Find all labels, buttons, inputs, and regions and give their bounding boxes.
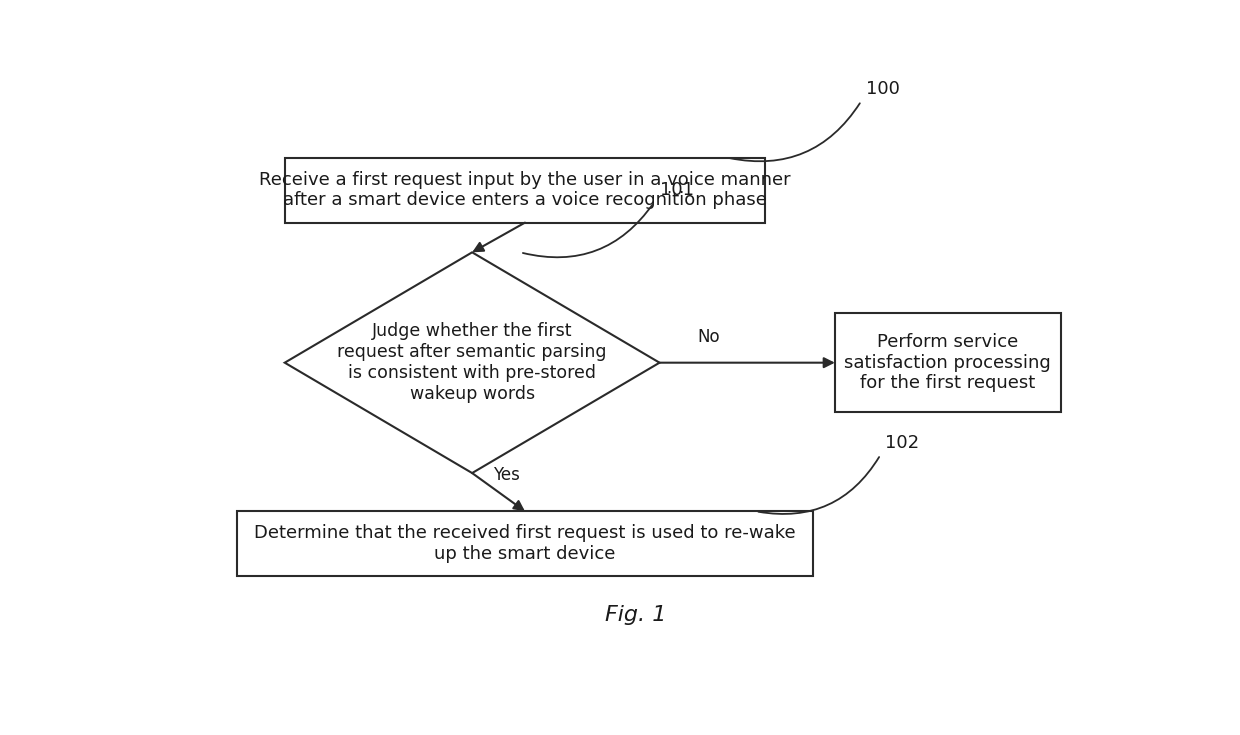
FancyArrowPatch shape [759, 457, 879, 514]
Text: 101: 101 [660, 181, 693, 198]
FancyBboxPatch shape [285, 157, 765, 223]
FancyBboxPatch shape [835, 313, 1060, 412]
Text: No: No [697, 328, 720, 345]
FancyArrowPatch shape [523, 204, 653, 257]
Text: Fig. 1: Fig. 1 [605, 604, 666, 625]
FancyArrowPatch shape [729, 104, 859, 161]
Text: Judge whether the first
request after semantic parsing
is consistent with pre-st: Judge whether the first request after se… [337, 323, 606, 403]
Text: Receive a first request input by the user in a voice manner
after a smart device: Receive a first request input by the use… [259, 171, 791, 209]
Polygon shape [285, 252, 660, 473]
FancyBboxPatch shape [237, 512, 813, 576]
Text: Yes: Yes [494, 466, 520, 484]
Text: Perform service
satisfaction processing
for the first request: Perform service satisfaction processing … [844, 333, 1052, 392]
Text: Determine that the received first request is used to re-wake
up the smart device: Determine that the received first reques… [254, 524, 796, 563]
Text: 100: 100 [866, 80, 900, 98]
Text: 102: 102 [885, 434, 920, 452]
